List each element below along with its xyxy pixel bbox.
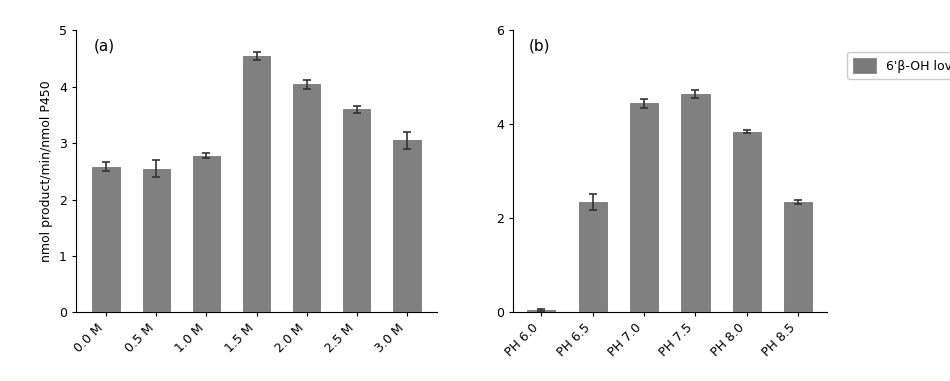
Bar: [142, 169, 170, 312]
Legend: 6'β-OH lovastatin: 6'β-OH lovastatin: [847, 52, 950, 79]
Bar: [193, 156, 220, 312]
Bar: [681, 94, 710, 312]
Bar: [343, 109, 370, 312]
Bar: [293, 84, 320, 312]
Bar: [242, 56, 271, 312]
Bar: [527, 310, 556, 312]
Bar: [630, 103, 658, 312]
Bar: [732, 131, 761, 312]
Text: (a): (a): [94, 39, 115, 54]
Bar: [579, 202, 607, 312]
Bar: [92, 167, 120, 312]
Y-axis label: nmol product/min/nmol P450: nmol product/min/nmol P450: [41, 80, 53, 263]
Text: (b): (b): [528, 39, 550, 54]
Bar: [784, 202, 812, 312]
Bar: [393, 141, 421, 312]
